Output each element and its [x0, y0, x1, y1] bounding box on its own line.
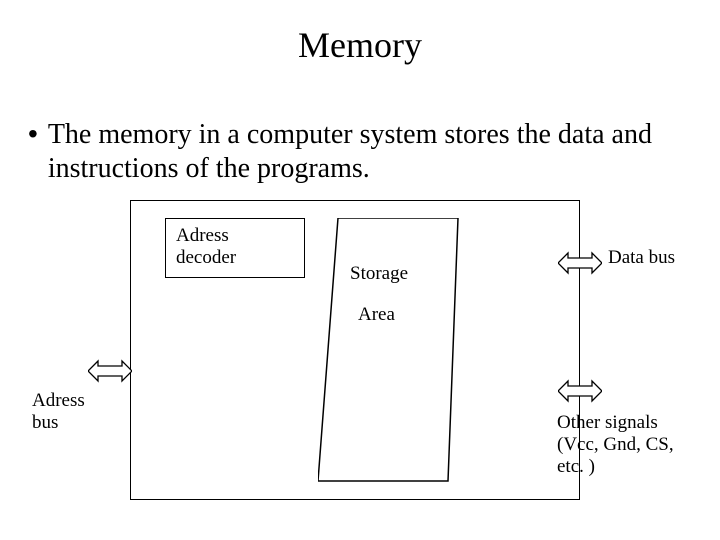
- memory-diagram: Adress decoder Storage Area Data bus Adr…: [0, 200, 720, 520]
- bullet-item: • The memory in a computer system stores…: [28, 118, 680, 186]
- decoder-label-1: Adress: [176, 225, 294, 247]
- storage-polygon: [318, 218, 458, 481]
- storage-label: Storage: [350, 263, 408, 285]
- storage-area-shape: [318, 218, 463, 486]
- address-bus-label-2: bus: [32, 412, 85, 434]
- address-bus-arrow-icon: [88, 358, 132, 384]
- address-decoder-box: Adress decoder: [165, 218, 305, 278]
- data-bus-label: Data bus: [608, 247, 675, 269]
- other-signals-label: Other signals (Vcc, Gnd, CS, etc. ): [557, 412, 674, 478]
- page-title: Memory: [0, 24, 720, 66]
- data-bus-arrow-icon: [558, 250, 602, 276]
- decoder-label-2: decoder: [176, 247, 294, 269]
- address-bus-label-1: Adress: [32, 390, 85, 412]
- bullet-marker: •: [28, 118, 38, 150]
- bullet-text: The memory in a computer system stores t…: [48, 118, 680, 186]
- area-label: Area: [358, 304, 395, 326]
- other-signals-arrow-icon: [558, 378, 602, 404]
- address-bus-label: Adress bus: [32, 390, 85, 434]
